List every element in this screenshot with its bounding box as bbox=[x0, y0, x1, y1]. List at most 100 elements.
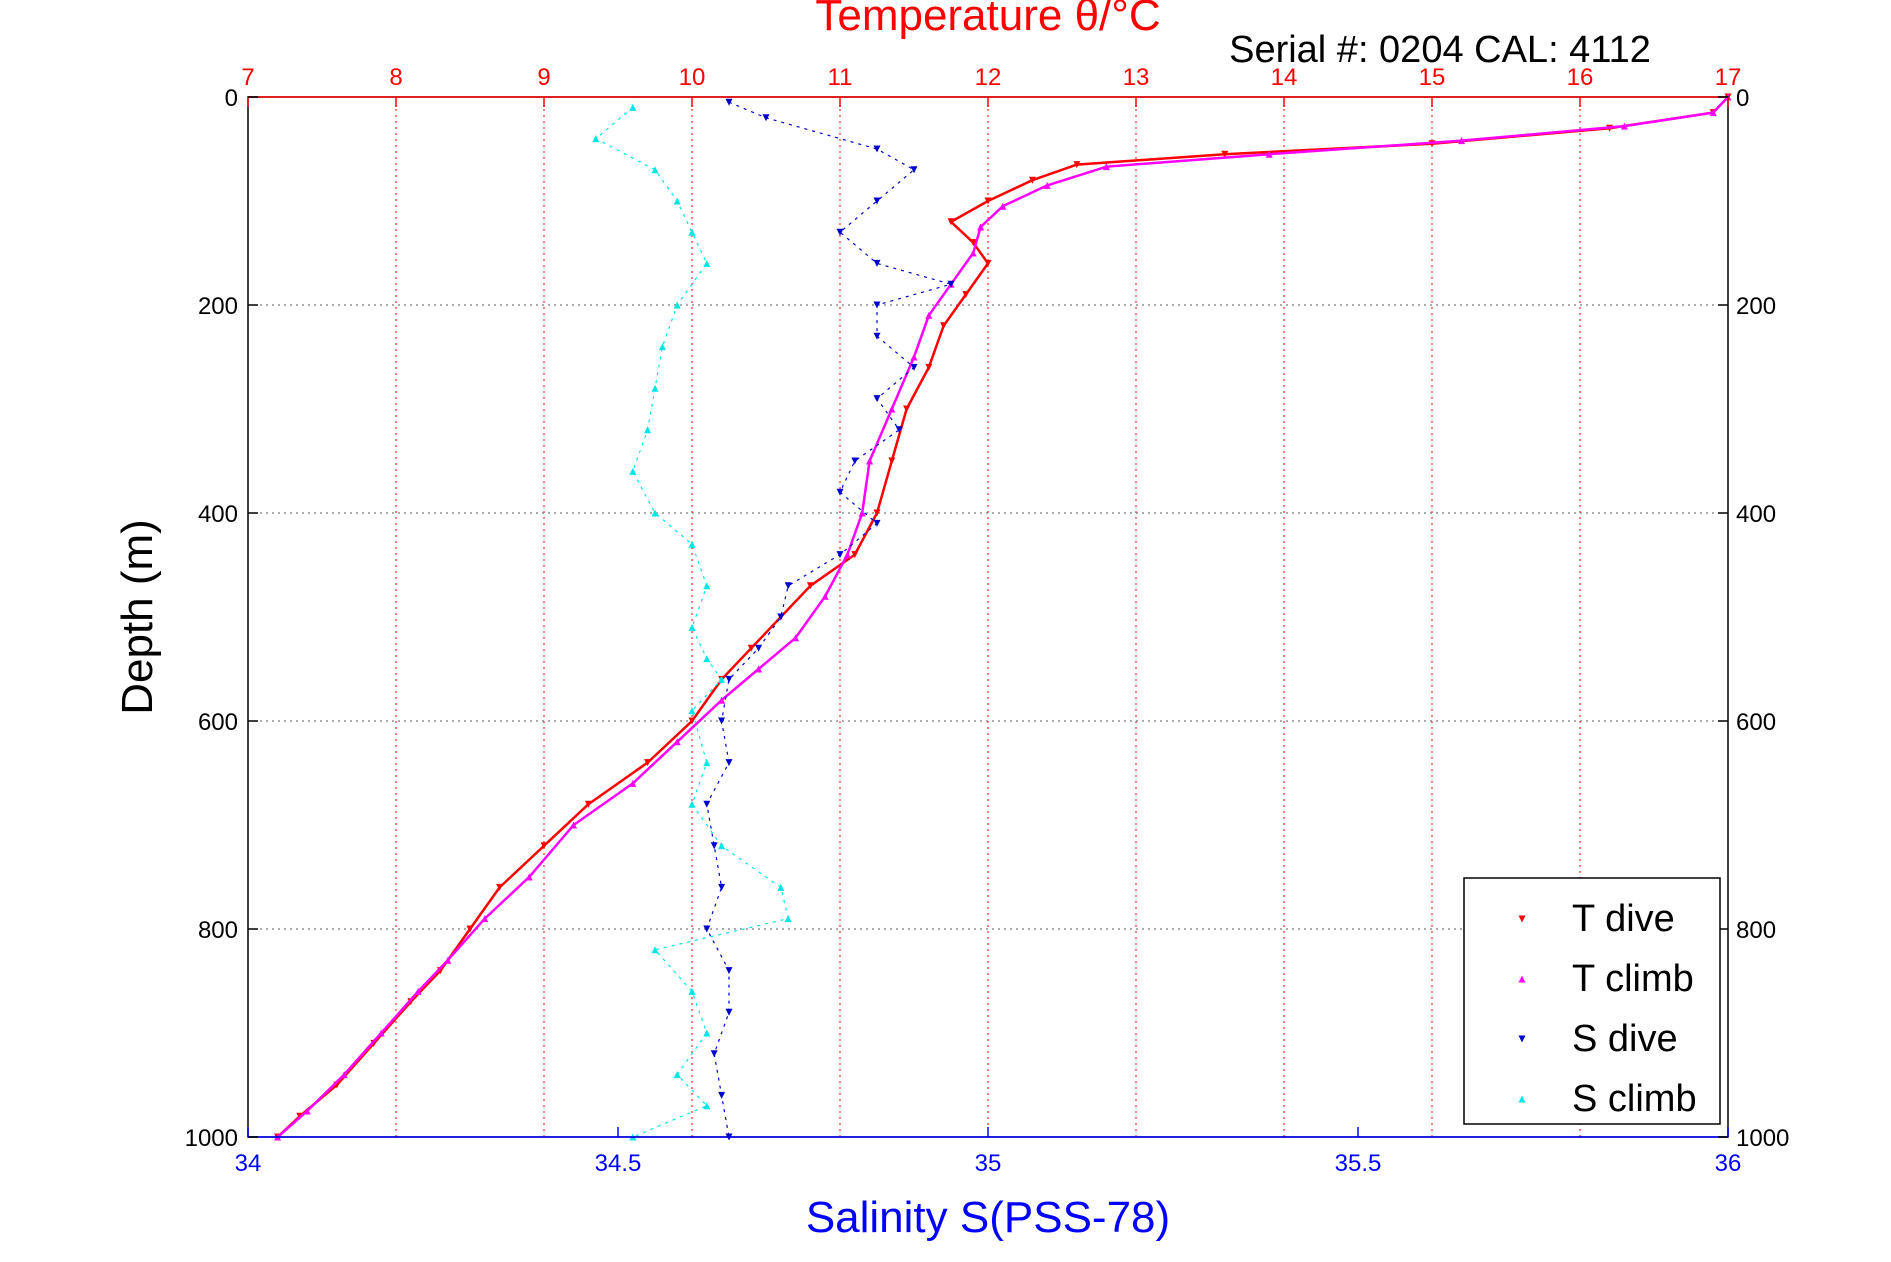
data-point bbox=[703, 800, 711, 808]
depth-tick-label: 1000 bbox=[185, 1125, 238, 1152]
data-point bbox=[644, 426, 652, 434]
series-s-dive bbox=[703, 98, 955, 1141]
data-point bbox=[1265, 150, 1273, 158]
data-point bbox=[858, 509, 866, 517]
depth-tick-label-right: 600 bbox=[1736, 709, 1776, 736]
data-point bbox=[651, 509, 659, 517]
temperature-tick-label: 11 bbox=[828, 64, 853, 91]
data-point bbox=[888, 457, 896, 465]
data-point bbox=[984, 197, 992, 205]
data-point bbox=[496, 883, 504, 891]
data-point bbox=[703, 259, 711, 267]
grid bbox=[248, 97, 1728, 1137]
data-point bbox=[873, 332, 881, 340]
data-point bbox=[718, 675, 726, 683]
data-point bbox=[910, 166, 918, 174]
depth-tick-label-right: 400 bbox=[1736, 501, 1776, 528]
depth-tick-label-right: 800 bbox=[1736, 917, 1776, 944]
data-point bbox=[725, 98, 733, 106]
data-point bbox=[718, 717, 726, 725]
data-point bbox=[1458, 137, 1466, 145]
temperature-tick-label: 13 bbox=[1123, 64, 1150, 91]
data-point bbox=[525, 873, 533, 881]
data-point bbox=[444, 956, 452, 964]
data-point bbox=[725, 675, 733, 683]
salinity-tick-label: 34.5 bbox=[595, 1150, 642, 1177]
legend-markers bbox=[1518, 915, 1526, 1103]
data-point bbox=[673, 197, 681, 205]
legend-marker bbox=[1518, 975, 1526, 983]
data-point bbox=[866, 457, 874, 465]
data-point bbox=[673, 1071, 681, 1079]
salinity-tick-label: 35 bbox=[975, 1150, 1002, 1177]
series-trace bbox=[706, 101, 954, 1138]
legend-label-s-climb: S climb bbox=[1572, 1078, 1697, 1120]
depth-tick-label-right: 200 bbox=[1736, 293, 1776, 320]
data-point bbox=[688, 623, 696, 631]
data-point bbox=[481, 915, 489, 923]
data-series bbox=[274, 93, 1732, 1141]
data-point bbox=[777, 883, 785, 891]
temperature-tick-label: 17 bbox=[1715, 64, 1742, 91]
data-point bbox=[903, 405, 911, 413]
data-point bbox=[873, 395, 881, 403]
data-point bbox=[755, 644, 763, 652]
data-point bbox=[703, 1029, 711, 1037]
data-point bbox=[718, 883, 726, 891]
data-point bbox=[836, 488, 844, 496]
data-point bbox=[703, 925, 711, 933]
temperature-tick-label: 8 bbox=[389, 64, 402, 91]
data-point bbox=[762, 114, 770, 122]
series-s-climb bbox=[592, 103, 792, 1141]
data-point bbox=[718, 696, 726, 704]
depth-tick-label: 200 bbox=[198, 293, 238, 320]
data-point bbox=[718, 1091, 726, 1099]
series-trace bbox=[276, 96, 1729, 1138]
salinity-tick-label: 34 bbox=[235, 1150, 262, 1177]
legend-box bbox=[1463, 877, 1721, 1125]
legend-label-t-dive: T dive bbox=[1572, 898, 1675, 940]
data-point bbox=[466, 925, 474, 933]
data-point bbox=[977, 223, 985, 231]
data-point bbox=[673, 738, 681, 746]
data-point bbox=[540, 842, 548, 850]
salinity-tick-label: 35.5 bbox=[1335, 1150, 1382, 1177]
data-point bbox=[703, 1102, 711, 1110]
data-point bbox=[570, 821, 578, 829]
data-point bbox=[651, 166, 659, 174]
data-point bbox=[873, 259, 881, 267]
data-point bbox=[851, 457, 859, 465]
data-point bbox=[1073, 161, 1081, 169]
data-point bbox=[725, 1008, 733, 1016]
depth-tick-label: 800 bbox=[198, 917, 238, 944]
data-point bbox=[377, 1029, 385, 1037]
temperature-tick-label: 9 bbox=[537, 64, 550, 91]
data-point bbox=[843, 551, 851, 559]
y-axis-label: Depth (m) bbox=[113, 519, 162, 715]
data-point bbox=[688, 540, 696, 548]
data-point bbox=[703, 582, 711, 590]
data-point bbox=[1709, 109, 1717, 117]
series-t-climb bbox=[274, 93, 1732, 1141]
data-point bbox=[710, 842, 718, 850]
data-point bbox=[806, 582, 814, 590]
data-point bbox=[584, 800, 592, 808]
depth-tick-label-right: 1000 bbox=[1736, 1125, 1789, 1152]
data-point bbox=[629, 103, 637, 111]
data-point bbox=[836, 228, 844, 236]
data-point bbox=[999, 202, 1007, 210]
legend-label-t-climb: T climb bbox=[1572, 958, 1694, 1000]
data-point bbox=[962, 291, 970, 299]
data-point bbox=[895, 426, 903, 434]
data-point bbox=[688, 228, 696, 236]
data-point bbox=[873, 509, 881, 517]
data-point bbox=[629, 779, 637, 787]
data-point bbox=[414, 987, 422, 995]
data-point bbox=[755, 665, 763, 673]
data-point bbox=[925, 311, 933, 319]
series-trace bbox=[276, 96, 1729, 1138]
data-point bbox=[873, 519, 881, 527]
data-point bbox=[851, 551, 859, 559]
data-point bbox=[703, 655, 711, 663]
